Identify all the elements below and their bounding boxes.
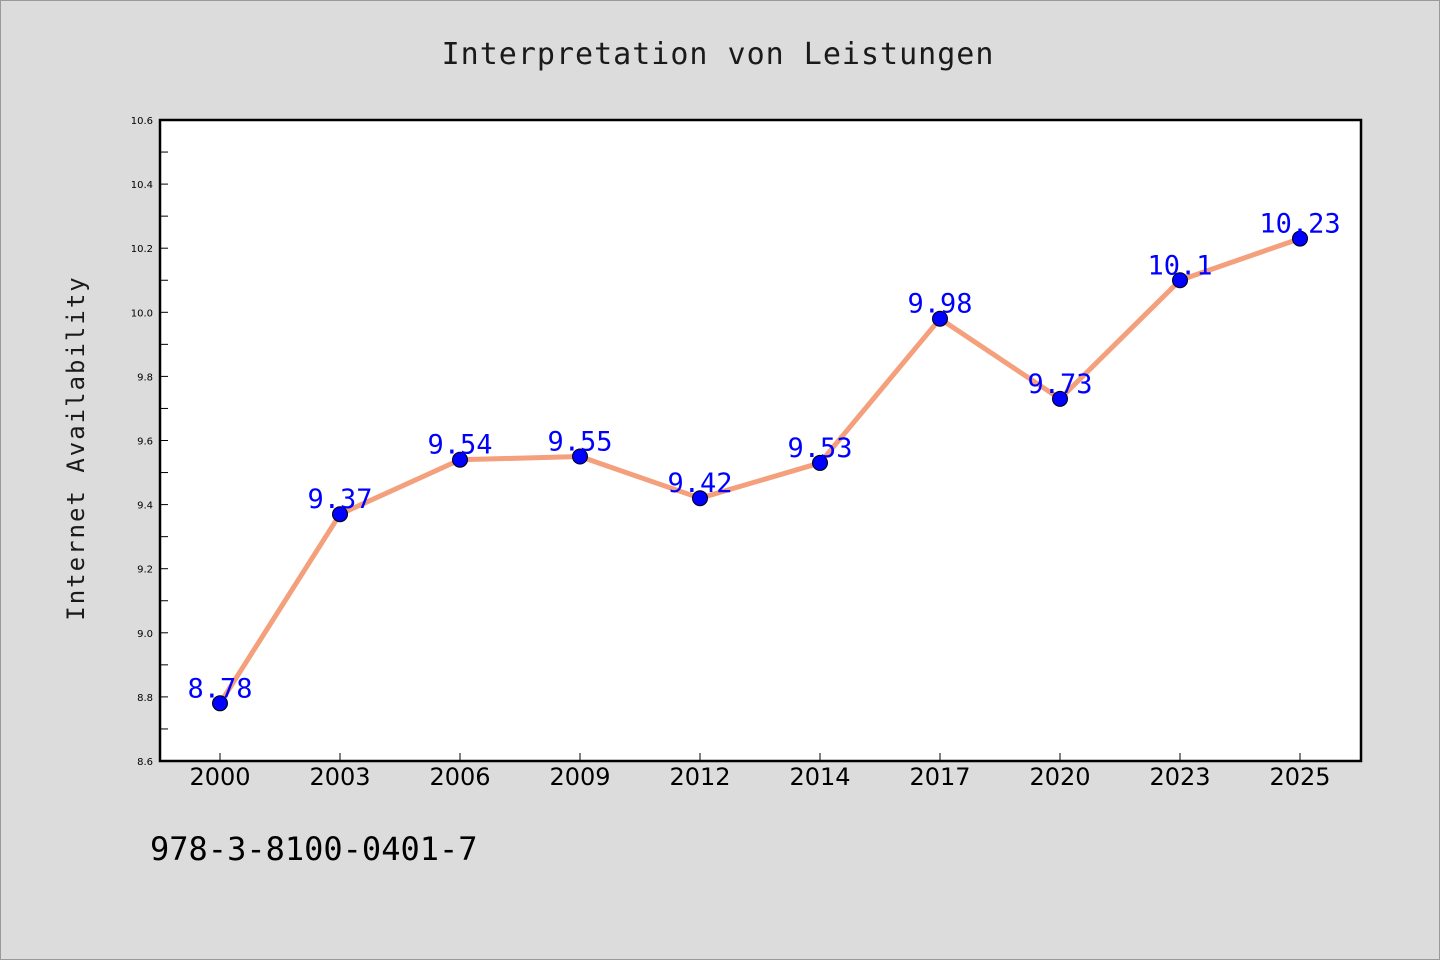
data-point xyxy=(452,451,468,468)
y-tick-label: 9.4 xyxy=(137,501,153,512)
data-points xyxy=(212,230,1308,712)
data-label: 10.23 xyxy=(1259,209,1340,240)
x-tick-label: 2014 xyxy=(789,763,850,791)
x-tick-label: 2003 xyxy=(309,763,370,791)
data-labels: 8.78 9.37 9.54 9.55 9.42 9.53 9.98 9.73 10.1 10.2… xyxy=(187,209,1340,705)
data-point xyxy=(1292,230,1308,247)
y-tick-label: 8.8 xyxy=(137,693,153,704)
x-tick-label: 2025 xyxy=(1269,763,1330,791)
data-label: 9.73 xyxy=(1027,369,1092,400)
x-tick-label: 2017 xyxy=(909,763,970,791)
y-axis-label: Internet Availability xyxy=(62,275,90,620)
x-tick-label: 2023 xyxy=(1149,763,1210,791)
data-label: 9.42 xyxy=(667,468,732,499)
data-label: 9.98 xyxy=(907,289,972,320)
data-point xyxy=(212,695,228,712)
y-tick-label: 9.2 xyxy=(137,565,153,576)
x-tick-label: 2006 xyxy=(429,763,490,791)
y-tick-label: 10.4 xyxy=(131,180,153,191)
data-point xyxy=(572,448,588,465)
data-label: 9.54 xyxy=(427,430,492,461)
y-axis: 8.6 8.8 9.0 9.2 9.4 9.6 9.8 10.0 10.2 10.4 10.6 xyxy=(131,116,168,768)
series-line-group xyxy=(217,236,1303,706)
data-label: 9.53 xyxy=(787,433,852,464)
data-point xyxy=(1052,390,1068,407)
chart-title: Interpretation von Leistungen xyxy=(442,37,995,72)
y-tick-label: 9.6 xyxy=(137,437,153,448)
x-tick-label: 2000 xyxy=(189,763,250,791)
data-point xyxy=(692,490,708,507)
x-tick-label: 2020 xyxy=(1029,763,1090,791)
series-line xyxy=(217,236,1303,706)
data-label: 9.55 xyxy=(547,427,612,458)
x-tick-label: 2012 xyxy=(669,763,730,791)
data-point xyxy=(332,506,348,523)
data-point xyxy=(1172,272,1188,289)
data-point xyxy=(932,310,948,327)
y-tick-label: 10.6 xyxy=(131,116,153,127)
data-point xyxy=(812,454,828,471)
data-label: 9.37 xyxy=(307,484,372,515)
y-tick-label: 10.0 xyxy=(131,308,153,319)
data-label: 8.78 xyxy=(187,673,252,704)
data-label: 10.1 xyxy=(1147,250,1212,281)
y-tick-label: 9.0 xyxy=(137,629,153,640)
y-tick-label: 10.2 xyxy=(131,244,153,255)
x-axis: 2000 2003 2006 2009 2012 2014 2017 2020 2023 2025 xyxy=(189,753,1331,791)
x-tick-label: 2009 xyxy=(549,763,610,791)
y-tick-label: 9.8 xyxy=(137,372,153,383)
isbn-text: 978-3-8100-0401-7 xyxy=(150,830,478,868)
plot-area xyxy=(158,118,1363,763)
y-tick-label: 8.6 xyxy=(137,757,153,768)
